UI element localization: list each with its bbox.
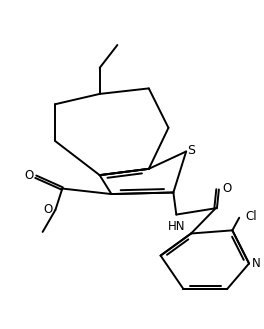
Text: N: N: [252, 257, 261, 270]
Text: HN: HN: [168, 220, 185, 233]
Text: S: S: [187, 144, 195, 158]
Text: O: O: [44, 203, 53, 216]
Text: Cl: Cl: [245, 210, 257, 223]
Text: O: O: [25, 169, 34, 182]
Text: O: O: [222, 182, 232, 194]
